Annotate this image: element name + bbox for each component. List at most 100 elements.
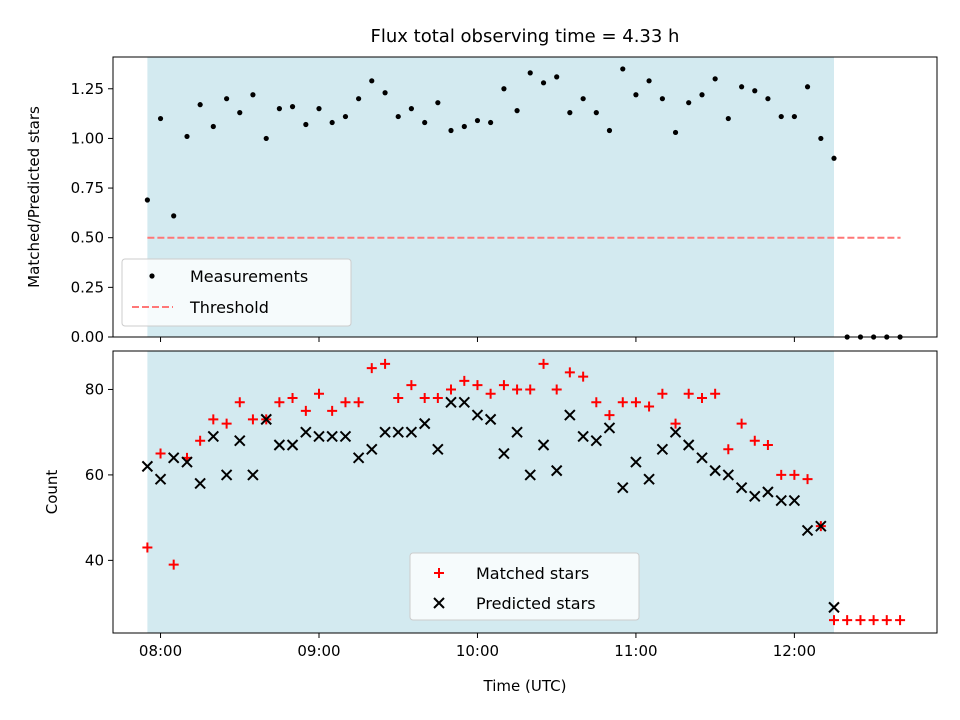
measurement-point [778, 113, 784, 120]
measurement-point [686, 100, 692, 106]
bottom-plot-frame [112, 350, 938, 634]
measurement-point [488, 119, 494, 126]
matched-star-point [155, 448, 166, 459]
legend-marker-measurements [149, 273, 155, 279]
measurement-points [144, 66, 903, 340]
matched-star-point [578, 371, 589, 382]
matched-star-point [432, 393, 443, 403]
matched-star-point [762, 440, 773, 450]
predicted-star-point [788, 494, 801, 507]
predicted-star-point [207, 430, 220, 443]
y-tick-label: 1.00 [71, 129, 104, 147]
measurement-point [739, 84, 745, 90]
predicted-star-point [577, 430, 589, 443]
matched-star-point [208, 414, 219, 425]
matched-star-point [855, 615, 866, 626]
predicted-star-point [775, 494, 787, 507]
top-x-axis-ticks [160, 337, 795, 342]
predicted-star-point [273, 439, 286, 451]
matched-star-point [168, 559, 179, 570]
predicted-star-point [194, 477, 206, 490]
matched-star-point [670, 418, 681, 429]
y-tick-label: 40 [85, 551, 104, 569]
matched-star-point [749, 435, 760, 446]
measurement-point [395, 113, 401, 120]
matched-star-point [366, 363, 377, 374]
matched-star-point [406, 380, 417, 391]
predicted-star-point [669, 426, 682, 438]
measurement-point [804, 84, 811, 90]
bottom-x-axis-ticks: 08:00 09:00 10:00 11:00 12:00 [139, 633, 816, 660]
matched-star-point [644, 401, 655, 412]
measurement-point [540, 80, 547, 86]
matched-star-point [419, 393, 430, 403]
matched-star-point [776, 469, 787, 480]
matched-star-point [314, 388, 324, 399]
matched-star-point [498, 380, 509, 391]
predicted-star-point [709, 464, 721, 477]
predicted-star-point [432, 443, 444, 455]
matched-star-point [353, 397, 364, 408]
measurement-point [448, 127, 454, 134]
measurement-point [435, 100, 441, 106]
top-y-axis-label: Matched/Predicted stars [25, 106, 43, 288]
measurement-point [818, 135, 824, 142]
predicted-star-point [722, 469, 735, 481]
measurement-point [250, 92, 256, 98]
measurement-point [699, 92, 705, 98]
chart-title: Flux total observing time = 4.33 h [371, 26, 680, 47]
matched-star-point [300, 405, 311, 416]
matched-star-point [538, 358, 549, 369]
predicted-star-point [643, 473, 655, 485]
predicted-star-point [590, 435, 603, 447]
matched-star-point [736, 418, 747, 429]
predicted-star-point [352, 452, 365, 464]
measurement-point [289, 104, 296, 110]
measurement-point [171, 213, 177, 219]
predicted-star-point [141, 460, 154, 473]
matched-star-point [512, 384, 523, 395]
top-plot-frame [112, 56, 938, 338]
measurement-point [224, 96, 230, 102]
y-tick-label: 80 [85, 380, 104, 398]
measurement-point [197, 102, 203, 108]
matched-star-point [604, 410, 615, 421]
matched-star-point [895, 615, 906, 626]
x-tick-label: 08:00 [139, 642, 182, 660]
measurement-point [369, 78, 375, 84]
legend-label-measurements: Measurements [190, 267, 308, 286]
measurement-point [831, 155, 837, 161]
measurement-point [791, 113, 797, 120]
matched-star-point [393, 393, 404, 403]
measurement-point [567, 110, 573, 116]
predicted-star-point [815, 520, 827, 532]
matched-star-point [485, 388, 496, 399]
predicted-star-point [326, 430, 338, 443]
predicted-star-point [630, 456, 642, 468]
bottom-legend-box [409, 552, 640, 621]
x-tick-label: 12:00 [773, 642, 816, 660]
x-axis-label: Time (UTC) [483, 677, 567, 695]
matched-star-point [327, 405, 338, 416]
predicted-star-point [167, 452, 180, 464]
count-panel: 40 60 80 08:00 09:00 10:00 11:00 12:00 Count T… [43, 350, 938, 695]
predicted-star-point [762, 486, 774, 498]
measurement-point [725, 115, 731, 122]
matched-star-point [340, 397, 351, 408]
matched-star-point [617, 397, 628, 408]
predicted-star-point [537, 439, 550, 451]
matched-star-point [247, 414, 258, 425]
predicted-star-point [379, 426, 391, 438]
measurement-point [633, 92, 639, 98]
predicted-star-point [828, 601, 840, 614]
predicted-star-point [234, 435, 246, 447]
matched-star-point [657, 388, 668, 399]
matched-star-point [564, 367, 575, 378]
y-tick-label: 0.50 [71, 229, 104, 247]
matched-star-point [591, 397, 602, 408]
bottom-legend: Matched stars Predicted stars [409, 552, 640, 621]
legend-label-matched: Matched stars [476, 564, 589, 583]
legend-label-threshold: Threshold [189, 298, 269, 317]
legend-marker-predicted [433, 597, 445, 609]
measurement-point [422, 119, 428, 126]
